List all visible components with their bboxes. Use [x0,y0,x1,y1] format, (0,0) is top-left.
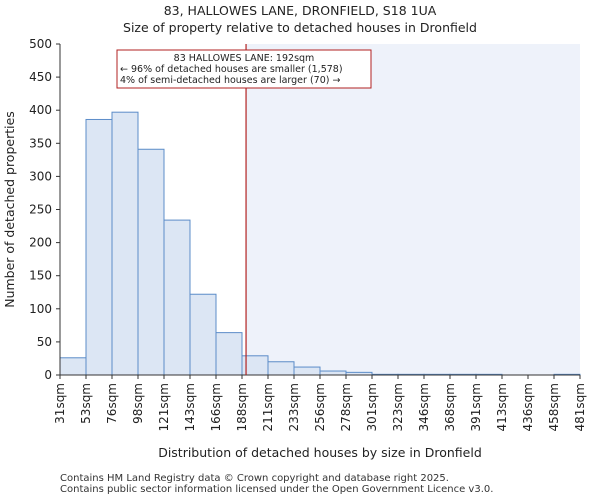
x-tick-label: 76sqm [105,383,119,424]
x-tick-label: 481sqm [573,383,587,431]
x-tick-label: 211sqm [261,383,275,431]
y-tick-label: 400 [29,103,52,117]
x-axis-title: Distribution of detached houses by size … [158,445,482,460]
highlight-region [246,44,581,375]
histogram-bar [111,111,139,376]
x-tick-label: 256sqm [313,383,327,431]
y-tick-label: 300 [29,169,52,183]
x-tick-label: 166sqm [209,383,223,431]
x-tick-label: 346sqm [417,383,431,431]
y-tick-label: 50 [37,335,52,349]
annotation-line-3: 4% of semi-detached houses are larger (7… [120,75,340,86]
x-tick-label: 143sqm [183,383,197,431]
x-tick-label: 391sqm [469,383,483,431]
y-tick-label: 250 [29,203,52,217]
x-tick-label: 53sqm [79,383,93,424]
footer-line-1: Contains HM Land Registry data © Crown c… [60,473,449,484]
x-tick-label: 233sqm [287,383,301,431]
chart-title: 83, HALLOWES LANE, DRONFIELD, S18 1UA [163,3,437,18]
histogram-bar [293,366,321,376]
x-tick-label: 31sqm [53,383,67,424]
x-tick-label: 98sqm [131,383,145,424]
x-tick-label: 436sqm [521,383,535,431]
y-tick-label: 150 [29,269,52,283]
y-tick-label: 0 [44,368,52,382]
histogram-bar [85,118,113,376]
histogram-bar [163,219,191,376]
footer-line-2: Contains public sector information licen… [60,484,494,495]
annotation-line-2: ← 96% of detached houses are smaller (1,… [120,64,343,75]
x-tick-label: 368sqm [443,383,457,431]
histogram-bar [215,332,243,376]
y-tick-label: 200 [29,236,52,250]
y-tick-label: 100 [29,302,52,316]
x-tick-label: 413sqm [495,383,509,431]
chart-subtitle: Size of property relative to detached ho… [123,20,477,35]
x-tick-label: 121sqm [157,383,171,431]
annotation-box [116,49,372,89]
x-tick-label: 323sqm [391,383,405,431]
x-tick-label: 278sqm [339,383,353,431]
x-tick-label: 188sqm [235,383,249,431]
histogram-bar [267,361,295,376]
histogram-bar [59,357,87,376]
y-tick-label: 350 [29,136,52,150]
histogram-bar [137,148,165,376]
histogram-bar [319,370,347,376]
x-tick-label: 458sqm [547,383,561,431]
y-axis-title: Number of detached properties [2,111,17,308]
histogram-bar [189,293,217,376]
y-tick-label: 500 [29,37,52,51]
annotation-line-1: 83 HALLOWES LANE: 192sqm [174,53,315,64]
x-tick-label: 301sqm [365,383,379,431]
y-tick-label: 450 [29,70,52,84]
